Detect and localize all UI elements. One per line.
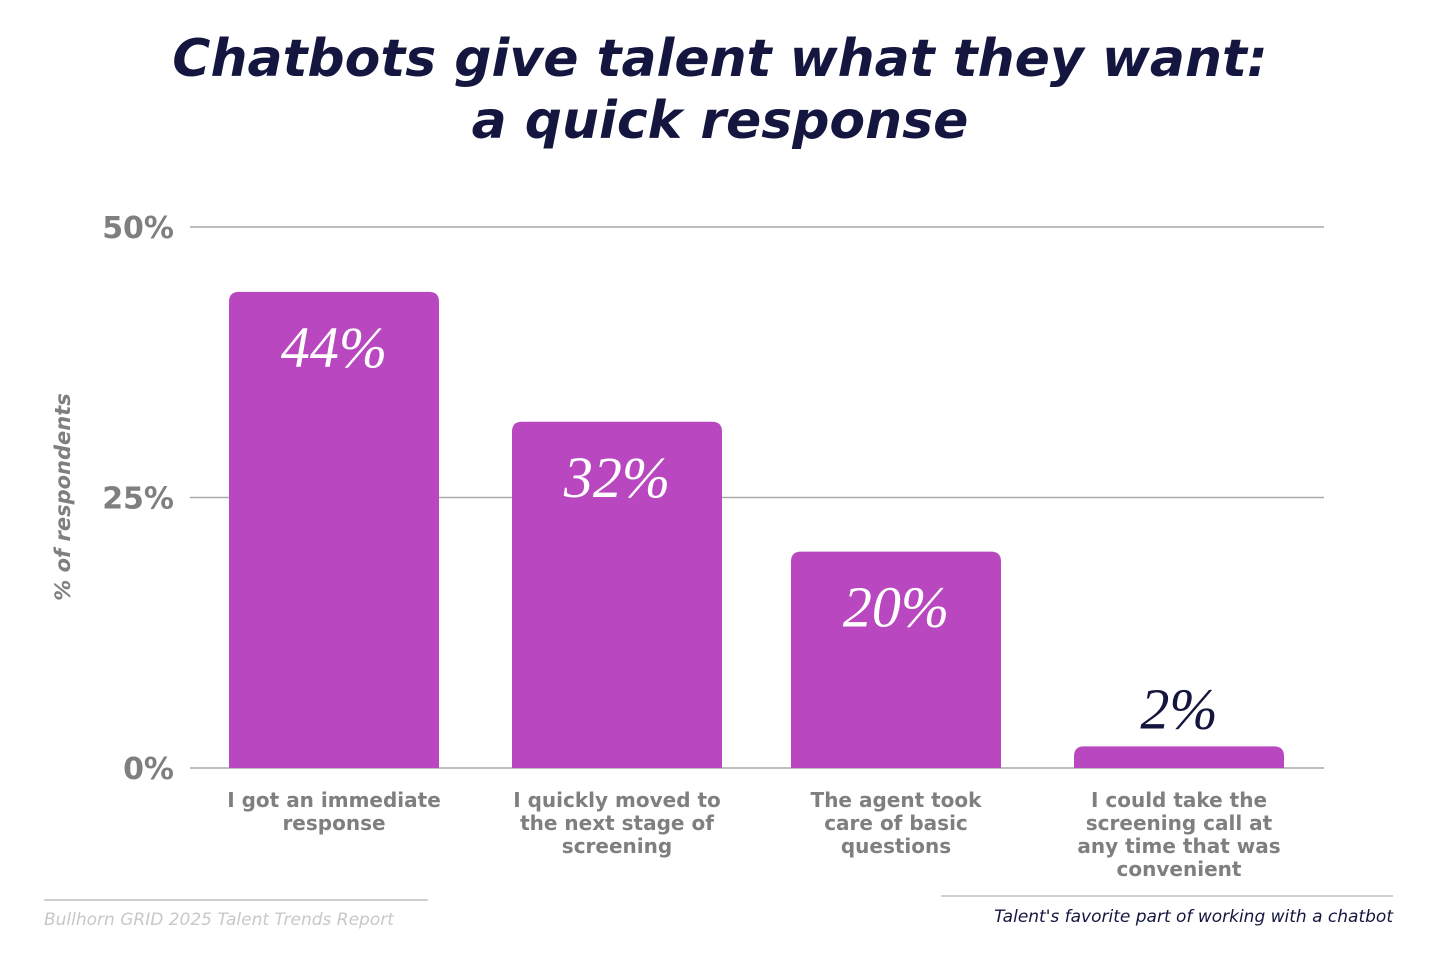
data-label: 32% bbox=[563, 445, 670, 510]
x-tick-label: the next stage of bbox=[520, 811, 714, 835]
x-tick-label: screening call at bbox=[1086, 811, 1273, 835]
chart-title: Chatbots give talent what they want: a q… bbox=[0, 28, 1440, 152]
caption-divider bbox=[941, 895, 1393, 897]
x-tick-label: I could take the bbox=[1091, 788, 1267, 812]
x-tick-label: The agent took bbox=[811, 788, 983, 812]
x-tick-label: convenient bbox=[1117, 857, 1242, 881]
bar bbox=[512, 421, 722, 768]
x-tick-label: screening bbox=[562, 834, 672, 858]
chart-caption: Talent's favorite part of working with a… bbox=[994, 907, 1393, 927]
y-tick-label: 25% bbox=[102, 482, 174, 517]
title-line-2: a quick response bbox=[471, 91, 969, 151]
data-label: 44% bbox=[281, 315, 387, 380]
bar bbox=[1074, 746, 1284, 768]
source-divider bbox=[44, 899, 428, 901]
source-text: Bullhorn GRID 2025 Talent Trends Report bbox=[44, 910, 394, 930]
x-tick-label: any time that was bbox=[1077, 834, 1280, 858]
bar bbox=[229, 291, 439, 768]
y-tick-label: 0% bbox=[123, 752, 174, 787]
x-tick-label: I got an immediate bbox=[227, 788, 441, 812]
data-label: 2% bbox=[1140, 676, 1217, 741]
y-axis-label: % of respondents bbox=[51, 393, 75, 601]
y-tick-label: 50% bbox=[102, 211, 174, 246]
x-tick-label: response bbox=[282, 811, 385, 835]
x-tick-label: care of basic bbox=[824, 811, 968, 835]
x-tick-label: I quickly moved to bbox=[513, 788, 721, 812]
data-label: 20% bbox=[843, 575, 949, 640]
x-tick-label: questions bbox=[841, 834, 951, 858]
bar bbox=[791, 551, 1001, 768]
bar-chart: 0% 25% 50% % of respondents 44% I got an imme… bbox=[51, 211, 1324, 881]
title-line-1: Chatbots give talent what they want: bbox=[172, 29, 1268, 89]
